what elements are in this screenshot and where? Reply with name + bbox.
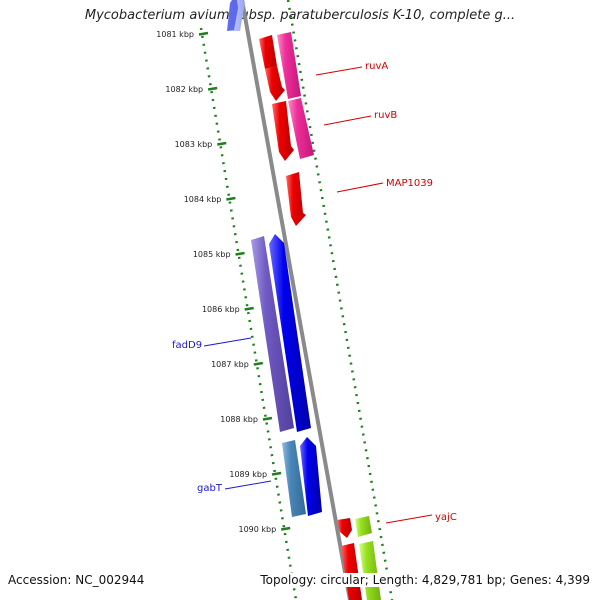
gene-feature [269, 234, 311, 432]
gene-label-fadD9[interactable]: fadD9 [172, 337, 252, 351]
gene-feature [259, 35, 277, 69]
tick-mark [262, 416, 273, 421]
map-title: Mycobacterium avium subsp. paratuberculo… [84, 8, 516, 23]
tick-mark [235, 251, 245, 256]
tick-mark [226, 196, 236, 201]
gene-feature [288, 98, 314, 159]
gene-feature [265, 66, 285, 101]
gene-feature [272, 101, 294, 161]
gene-label-text: MAP1039 [386, 178, 433, 189]
gene-label-text: gabT [197, 483, 223, 494]
gene-feature [300, 437, 322, 516]
gene-feature [286, 172, 306, 226]
gene-label-ruvA[interactable]: ruvA [315, 61, 388, 76]
tick-mark [253, 361, 264, 366]
backbone [240, 0, 352, 600]
gene-feature [355, 516, 372, 537]
tick-label: 1088 kbp [220, 415, 258, 424]
tick-label: 1090 kbp [239, 525, 277, 534]
tick-label: 1081 kbp [156, 30, 194, 39]
ruler-line-right [286, 0, 394, 600]
tick-mark [207, 86, 218, 91]
ruler-line-left [199, 27, 298, 600]
gene-label-text: ruvB [374, 110, 397, 121]
tick-label: 1085 kbp [193, 250, 231, 259]
tick-label: 1086 kbp [202, 305, 240, 314]
gene-feature [277, 32, 301, 99]
gene-label-gabT[interactable]: gabT [197, 480, 272, 494]
gene-feature [282, 440, 306, 517]
gene-label-yajC[interactable]: yajC [385, 512, 457, 524]
gene-feature [251, 236, 294, 432]
tick-mark [198, 31, 209, 36]
tick-mark [244, 306, 254, 311]
tick-mark [281, 526, 291, 531]
gene-feature [359, 541, 381, 600]
gene-feature [227, 0, 238, 31]
tick-label: 1083 kbp [175, 140, 213, 149]
tick-label: 1087 kbp [211, 360, 249, 369]
gene-feature [337, 518, 352, 538]
genome-summary: Topology: circular; Length: 4,829,781 bp… [258, 573, 590, 587]
tick-label: 1089 kbp [229, 470, 267, 479]
accession-label: Accession: NC_002944 [8, 573, 145, 587]
gene-label-text: ruvA [365, 61, 388, 72]
tick-label: 1082 kbp [165, 85, 203, 94]
tick-mark [271, 471, 282, 476]
gene-label-text: fadD9 [172, 340, 202, 351]
gene-label-ruvB[interactable]: ruvB [323, 110, 397, 126]
tick-label: 1084 kbp [184, 195, 222, 204]
tick-mark [217, 141, 227, 146]
scale-ticks: 1081 kbp 1082 kbp 1083 kbp 1084 kbp 1085 kbp… [156, 30, 300, 589]
gene-label-text: yajC [435, 512, 457, 523]
gene-label-MAP1039[interactable]: MAP1039 [336, 178, 433, 193]
